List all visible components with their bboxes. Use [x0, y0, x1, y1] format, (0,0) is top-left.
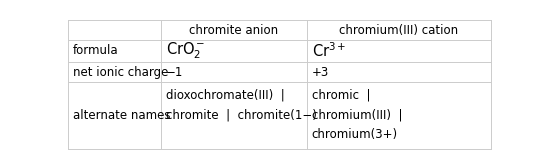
Text: formula: formula: [73, 44, 119, 57]
Text: chromium(III) cation: chromium(III) cation: [339, 24, 458, 37]
Text: −1: −1: [166, 66, 184, 79]
Text: chromic  |
chromium(III)  |
chromium(3+): chromic | chromium(III) | chromium(3+): [312, 89, 402, 141]
Text: $\mathrm{CrO_2^-}$: $\mathrm{CrO_2^-}$: [166, 41, 205, 61]
Text: +3: +3: [312, 66, 329, 79]
Text: alternate names: alternate names: [73, 109, 171, 122]
Text: chromite anion: chromite anion: [189, 24, 278, 37]
Text: dioxochromate(III)  |
chromite  |  chromite(1−): dioxochromate(III) | chromite | chromite…: [166, 89, 317, 121]
Text: $\mathrm{Cr^{3+}}$: $\mathrm{Cr^{3+}}$: [312, 42, 346, 60]
Text: net ionic charge: net ionic charge: [73, 66, 168, 79]
